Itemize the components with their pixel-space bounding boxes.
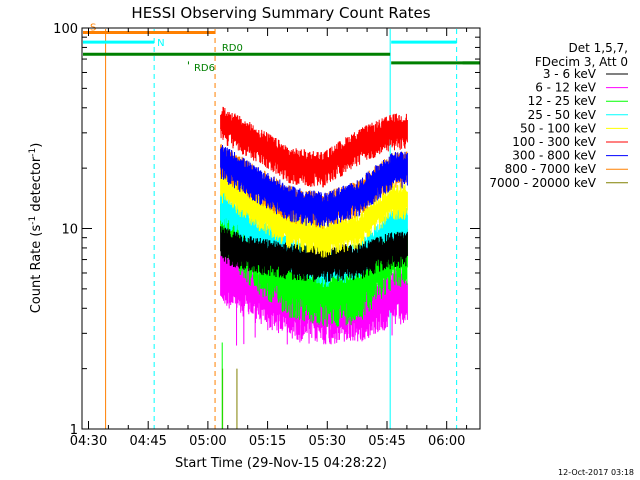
chart-title: HESSI Observing Summary Count Rates bbox=[131, 4, 430, 22]
y-axis-label-sup-2: -1 bbox=[28, 148, 38, 157]
series-50-100-kev bbox=[220, 168, 408, 258]
y-axis-label: Count Rate (s-1 detector-1) bbox=[28, 143, 44, 314]
legend-label: 800 - 7000 keV bbox=[505, 162, 597, 176]
legend-label: 7000 - 20000 keV bbox=[489, 176, 596, 190]
legend-label: 12 - 25 keV bbox=[528, 94, 597, 108]
legend-label: 6 - 12 keV bbox=[535, 81, 597, 95]
marker-label: N bbox=[157, 38, 164, 49]
y-axis-label-main: Count Rate (s bbox=[29, 225, 44, 314]
y-tick-label: 10 bbox=[61, 223, 78, 238]
y-axis-label-end: ) bbox=[29, 143, 44, 148]
marker-label: RD6 bbox=[194, 63, 215, 74]
series-trace bbox=[220, 106, 408, 188]
x-tick-label: 05:15 bbox=[249, 434, 286, 449]
series-trace bbox=[220, 226, 408, 283]
series-3-6-kev bbox=[220, 226, 408, 283]
series-trace bbox=[220, 168, 408, 258]
y-tick-label: 1 bbox=[70, 423, 78, 438]
x-tick-label: 05:45 bbox=[368, 434, 405, 449]
x-axis-label: Start Time (29-Nov-15 04:28:22) bbox=[175, 456, 387, 471]
x-tick-label: 04:30 bbox=[70, 434, 107, 449]
legend-label: 3 - 6 keV bbox=[543, 67, 597, 81]
legend-label: 300 - 800 keV bbox=[512, 149, 596, 163]
legend-label: 25 - 50 keV bbox=[528, 108, 597, 122]
x-tick-label: 05:30 bbox=[309, 434, 346, 449]
x-tick-label: 06:00 bbox=[428, 434, 465, 449]
series-300-800-kev bbox=[220, 144, 408, 228]
axis-ticks: 04:30 04:45 05:00 05:15 05:30 05:45 06:00 1 10 10… bbox=[53, 22, 480, 449]
legend-header-fdecim: FDecim 3, Att 0 bbox=[535, 55, 628, 69]
x-tick-label: 05:00 bbox=[189, 434, 226, 449]
y-tick-label: 100 bbox=[53, 22, 78, 37]
marker-label: RD0 bbox=[222, 43, 243, 54]
legend-label: 100 - 300 keV bbox=[512, 135, 596, 149]
x-tick-label: 04:45 bbox=[129, 434, 166, 449]
series-trace bbox=[220, 144, 408, 228]
legend-header-detectors: Det 1,5,7, bbox=[569, 41, 629, 55]
y-axis-label-mid: detector bbox=[29, 156, 44, 216]
footer-timestamp: 12-Oct-2017 03:18 bbox=[558, 468, 634, 477]
y-axis-label-sup-1: -1 bbox=[28, 216, 38, 225]
series-100-300-kev bbox=[220, 106, 408, 188]
legend-label: 50 - 100 keV bbox=[520, 121, 597, 135]
